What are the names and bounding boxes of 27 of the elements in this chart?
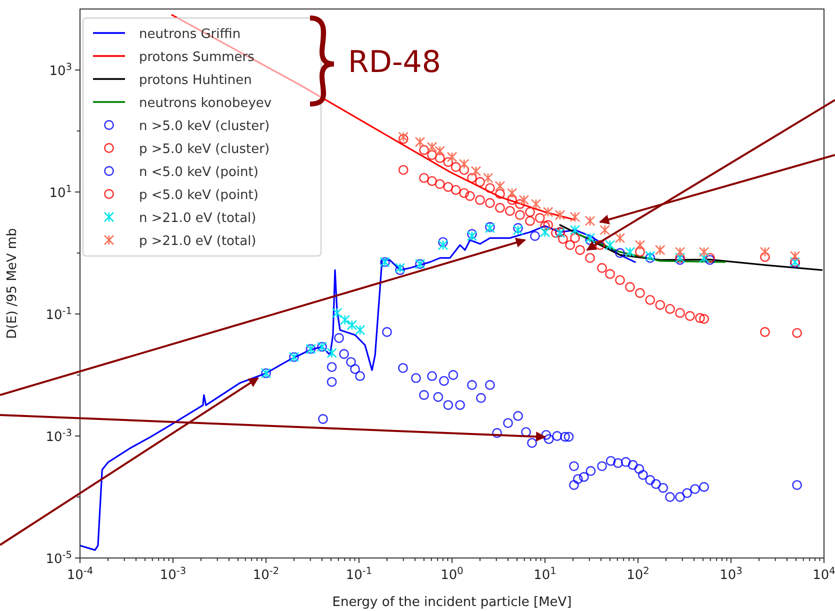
y-axis-title: D(E) /95 MeV mb bbox=[5, 228, 20, 339]
x-axis-title: Energy of the incident particle [MeV] bbox=[332, 595, 572, 610]
y-tick-label: 10$^{-3}$ bbox=[46, 428, 72, 445]
legend-label: p <5.0 keV (point) bbox=[139, 188, 258, 203]
y-tick-label: 10$^{-1}$ bbox=[46, 306, 72, 323]
legend-label: n <5.0 keV (point) bbox=[139, 165, 258, 180]
legend-label: p >5.0 keV (cluster) bbox=[139, 142, 270, 157]
y-tick-label: 10$^{3}$ bbox=[49, 62, 72, 79]
x-tick-label: 10$^{-3}$ bbox=[160, 566, 186, 583]
legend-label: protons Huhtinen bbox=[139, 73, 252, 88]
legend-label: n >5.0 keV (cluster) bbox=[139, 119, 270, 134]
x-tick-label: 10$^{2}$ bbox=[626, 566, 650, 583]
x-tick-label: 10$^{1}$ bbox=[534, 566, 556, 583]
legend-label: neutrons Griffin bbox=[139, 27, 241, 42]
y-tick-label: 10$^{-5}$ bbox=[46, 550, 72, 567]
legend-label: p >21.0 eV (total) bbox=[139, 234, 256, 249]
legend-label: n >21.0 eV (total) bbox=[139, 211, 256, 226]
x-tick-label: 10$^{-2}$ bbox=[252, 566, 280, 583]
x-tick-label: 10$^{3}$ bbox=[720, 566, 742, 583]
x-tick-label: 10$^{4}$ bbox=[812, 566, 835, 583]
legend-label: neutrons konobeyev bbox=[139, 96, 272, 111]
legend-label: protons Summers bbox=[139, 50, 255, 65]
x-tick-label: 10$^{-4}$ bbox=[66, 566, 94, 583]
annotation: RD-48 bbox=[348, 45, 441, 80]
y-tick-label: 10$^{1}$ bbox=[49, 184, 72, 201]
x-tick-label: 10$^{0}$ bbox=[440, 566, 464, 583]
x-tick-label: 10$^{-1}$ bbox=[346, 566, 372, 583]
